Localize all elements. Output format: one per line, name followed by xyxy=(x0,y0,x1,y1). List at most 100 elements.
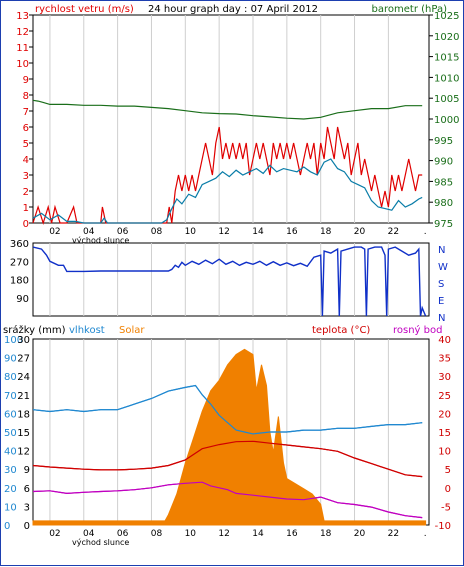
panel1-x-tick: 06 xyxy=(117,227,129,237)
legend-label-3: teplota (°C) xyxy=(312,325,370,336)
panel3-x-tick: 16 xyxy=(286,529,298,539)
panel3-x-tick: 06 xyxy=(117,529,129,539)
panel3-x-tick: 02 xyxy=(49,529,60,539)
direction-tick: 180 xyxy=(10,276,29,287)
panel3-line-vlhkost xyxy=(32,384,423,435)
chart-title: 24 hour graph day : 07 April 2012 xyxy=(148,4,318,15)
panel3-x-tick: 14 xyxy=(252,529,264,539)
panel3-line-teplota xyxy=(32,440,423,478)
temperature-tick: 20 xyxy=(438,409,451,420)
compass-label: N xyxy=(438,313,445,324)
direction-tick: 360 xyxy=(10,239,29,250)
precip-tick: 18 xyxy=(17,409,30,420)
barometer-tick: 1015 xyxy=(434,53,459,64)
wind-tick: 11 xyxy=(16,43,29,54)
humidity-tick: 50 xyxy=(4,428,17,439)
panel1-x-tick: 18 xyxy=(320,227,332,237)
precip-tick: 0 xyxy=(24,521,30,532)
panel1-x-tick: 20 xyxy=(354,227,366,237)
panel3-x-label: východ slunce xyxy=(72,538,129,547)
barometer-tick: 1005 xyxy=(434,94,459,105)
humidity-tick: 0 xyxy=(4,521,10,532)
panel1-x-tick: 22 xyxy=(388,227,399,237)
humidity-tick: 20 xyxy=(4,484,17,495)
solar-area xyxy=(32,348,427,526)
barometer-tick: 1025 xyxy=(434,11,459,22)
temperature-tick: -5 xyxy=(441,502,451,513)
humidity-tick: 10 xyxy=(4,502,17,513)
barometer-tick: 995 xyxy=(434,136,453,147)
panel1-x-end: . xyxy=(424,227,427,237)
wind-tick: 2 xyxy=(23,187,29,198)
humidity-tick: 30 xyxy=(4,465,17,476)
panel3-x-tick: 08 xyxy=(151,529,163,539)
precip-tick: 9 xyxy=(24,465,30,476)
temperature-tick: 10 xyxy=(438,447,451,458)
humidity-tick: 40 xyxy=(4,447,17,458)
panel1-series-2 xyxy=(32,99,423,120)
humidity-tick: 70 xyxy=(4,391,17,402)
compass-label: E xyxy=(438,296,444,307)
wind-tick: 13 xyxy=(16,11,29,22)
panel1-x-tick: 04 xyxy=(83,227,95,237)
precip-tick: 15 xyxy=(17,428,30,439)
barometer-axis-label: barometr (hPa) xyxy=(372,4,448,15)
panel1-x-tick: 02 xyxy=(49,227,60,237)
panel1-x-label: východ slunce xyxy=(72,236,129,245)
barometer-tick: 1010 xyxy=(434,73,459,84)
wind-tick: 3 xyxy=(23,171,29,182)
direction-tick: 270 xyxy=(10,257,29,268)
panel1-x-tick: 08 xyxy=(151,227,163,237)
panel1-x-tick: 16 xyxy=(286,227,298,237)
humidity-tick: 80 xyxy=(4,372,17,383)
panel3-x-tick: 10 xyxy=(185,529,197,539)
precip-tick: 12 xyxy=(17,447,30,458)
temperature-tick: 35 xyxy=(438,354,451,365)
temperature-tick: 40 xyxy=(438,335,451,346)
legend-label-4: rosný bod xyxy=(393,324,442,336)
wind-tick: 0 xyxy=(23,219,29,230)
precip-tick: 3 xyxy=(24,502,30,513)
wind-axis-label: rychlost vetru (m/s) xyxy=(35,4,134,15)
wind-tick: 12 xyxy=(16,27,29,38)
panel3-x-end: . xyxy=(424,529,427,539)
wind-tick: 1 xyxy=(23,203,29,214)
precip-tick: 6 xyxy=(24,484,30,495)
temperature-tick: 0 xyxy=(445,484,451,495)
panel3-x-tick: 04 xyxy=(83,529,95,539)
panel1-x-tick: 12 xyxy=(218,227,229,237)
barometer-tick: 1020 xyxy=(434,32,459,43)
precip-tick: 30 xyxy=(17,335,30,346)
direction-tick: 90 xyxy=(16,294,29,305)
barometer-tick: 975 xyxy=(434,219,453,230)
humidity-tick: 100 xyxy=(4,335,23,346)
precip-tick: 24 xyxy=(17,372,30,383)
temperature-tick: 30 xyxy=(438,372,451,383)
legend-label-1: vlhkost xyxy=(69,325,105,336)
panel1-frame xyxy=(32,14,430,224)
wind-tick: 5 xyxy=(23,139,29,150)
humidity-tick: 60 xyxy=(4,409,17,420)
panel2-series-0 xyxy=(32,246,427,317)
humidity-tick: 90 xyxy=(4,354,17,365)
barometer-tick: 1000 xyxy=(434,115,459,126)
barometer-tick: 985 xyxy=(434,177,453,188)
precip-tick: 21 xyxy=(17,391,30,402)
temperature-tick: 5 xyxy=(445,465,451,476)
wind-tick: 9 xyxy=(23,75,29,86)
wind-tick: 10 xyxy=(16,59,29,70)
panel1-x-tick: 10 xyxy=(185,227,197,237)
compass-label: W xyxy=(438,262,448,273)
precip-tick: 27 xyxy=(17,354,30,365)
temperature-tick: -10 xyxy=(435,521,451,532)
legend-label-2: Solar xyxy=(119,325,145,336)
barometer-tick: 990 xyxy=(434,157,453,168)
panel1-x-tick: 14 xyxy=(252,227,264,237)
panel1-series-1 xyxy=(32,158,423,224)
legend-label-0: srážky (mm) xyxy=(3,324,66,336)
panel3-x-tick: 22 xyxy=(388,529,399,539)
panel3-x-tick: 18 xyxy=(320,529,332,539)
barometer-tick: 980 xyxy=(434,198,453,209)
